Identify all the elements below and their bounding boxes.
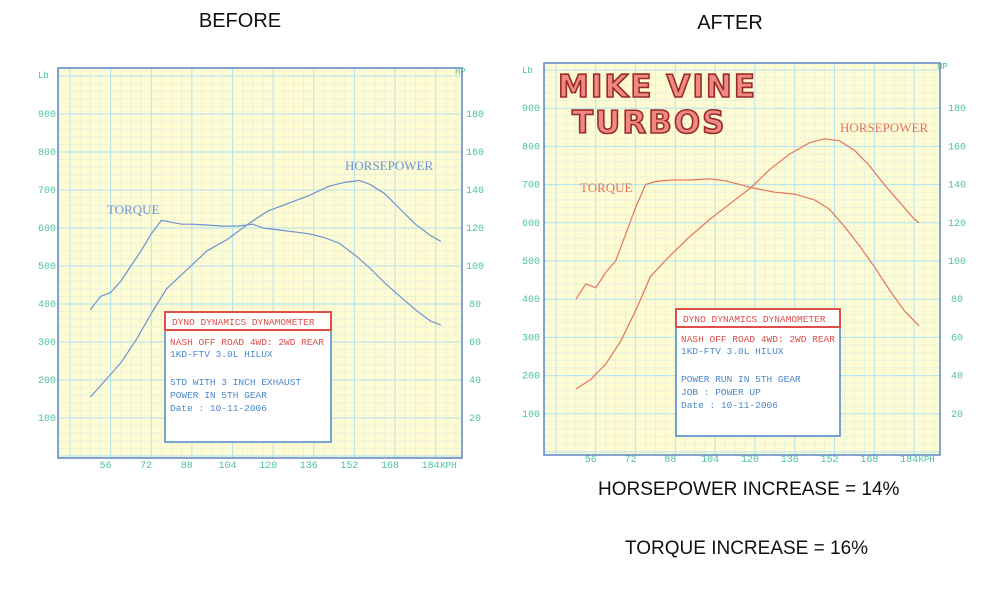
before-ytick-left: 300 [38,338,56,349]
after-ytick-left: 200 [522,372,540,383]
legend-line2: 1KD-FTV 3.0L HILUX [170,349,273,360]
before-xtick: 152 [340,461,358,472]
before-torque-curve [89,219,442,326]
after-ytick-right: 60 [951,333,963,344]
legend-line3: POWER RUN IN 5TH GEAR [681,374,801,385]
before-xtick: 184 [422,461,440,472]
legend-line2: 1KD-FTV 3.0L HILUX [681,346,784,357]
legend-frame [164,313,332,443]
logo-line-1: MIKE VINE [558,69,757,105]
before-xtick: 168 [381,461,399,472]
before-xtick: 56 [100,461,112,472]
after-ytick-right: 100 [948,257,966,268]
after-chart: Lb HP 100 200 300 400 500 600 700 800 900 20 40 60 80 1… [522,62,966,466]
before-grid [58,68,462,458]
before-xunit: KPH [440,461,456,471]
before-ytick-right: 100 [466,262,484,273]
before-horsepower-label: HORSEPOWER [345,158,433,173]
after-xtick: 72 [625,455,637,466]
before-ylabel-right: HP [455,67,466,77]
after-ytick-left: 600 [522,219,540,230]
before-xtick: 104 [218,461,236,472]
logo-line-2: TURBOS [572,105,727,141]
after-frame [543,62,941,456]
after-ytick-left: 800 [522,142,540,153]
before-ytick-right: 40 [469,376,481,387]
before-ytick-left: 600 [38,224,56,235]
after-ytick-right: 140 [948,181,966,192]
after-horsepower-curve [575,138,920,390]
legend-line3: STD WITH 3 INCH EXHAUST [170,377,301,388]
after-xtick: 104 [701,455,719,466]
after-ytick-left: 500 [522,257,540,268]
after-ytick-right: 180 [948,104,966,115]
after-legend-box: DYNO DYNAMICS DYNAMOMETER NASH OFF ROAD 4… [675,308,841,437]
legend-header: DYNO DYNAMICS DYNAMOMETER [172,317,315,328]
legend-line4: POWER IN 5TH GEAR [170,390,267,401]
after-ytick-left: 100 [522,410,540,421]
after-xtick: 56 [585,455,597,466]
after-torque-curve [575,178,920,327]
before-ytick-left: 700 [38,186,56,197]
after-ytick-right: 20 [951,410,963,421]
before-frame [57,67,463,459]
after-ytick-right: 120 [948,219,966,230]
before-ytick-right: 60 [469,338,481,349]
after-ylabel-left: Lb [522,66,533,76]
before-ytick-right: 80 [469,300,481,311]
after-xtick: 120 [741,455,759,466]
legend-line4: JOB : POWER UP [681,387,761,398]
before-ytick-left: 500 [38,262,56,273]
before-ytick-right: 120 [466,224,484,235]
after-ytick-right: 40 [951,372,963,383]
after-ytick-right: 80 [951,295,963,306]
after-xtick: 88 [664,455,676,466]
before-xtick: 88 [181,461,193,472]
before-xtick: 120 [259,461,277,472]
torque-increase-text: TORQUE INCREASE = 16% [625,538,869,559]
after-xtick: 136 [781,455,799,466]
legend-header-frame [164,311,332,331]
before-ytick-right: 20 [469,414,481,425]
legend-frame [675,310,841,437]
after-torque-label: TORQUE [580,180,633,195]
after-ytick-left: 900 [522,104,540,115]
after-ytick-left: 300 [522,333,540,344]
before-ytick-left: 100 [38,414,56,425]
before-ytick-right: 140 [466,186,484,197]
before-ylabel-left: Lb [38,71,49,81]
after-xunit: KPH [918,455,934,465]
before-torque-label: TORQUE [107,202,160,217]
hp-increase-text: HORSEPOWER INCREASE = 14% [598,479,900,500]
before-legend-box: DYNO DYNAMICS DYNAMOMETER NASH OFF ROAD 4… [164,311,332,443]
legend-line1: NASH OFF ROAD 4WD: 2WD REAR [170,337,324,348]
after-horsepower-label: HORSEPOWER [840,120,928,135]
before-chart: Lb HP 100 200 300 400 500 600 700 800 900 20 40 60 80 1… [38,67,484,472]
after-ytick-left: 700 [522,181,540,192]
legend-header-frame [675,308,841,328]
before-ytick-left: 200 [38,376,56,387]
before-ytick-right: 180 [466,110,484,121]
before-heading: BEFORE [198,10,282,32]
before-xtick: 72 [140,461,152,472]
legend-line5: Date : 10-11-2006 [170,403,267,414]
after-xtick: 184 [900,455,918,466]
after-ytick-left: 400 [522,295,540,306]
legend-line1: NASH OFF ROAD 4WD: 2WD REAR [681,334,835,345]
before-ytick-right: 160 [466,148,484,159]
legend-line5: Date : 10-11-2006 [681,400,778,411]
before-horsepower-curve [89,179,442,398]
after-ytick-right: 160 [948,142,966,153]
after-xtick: 152 [821,455,839,466]
after-heading: AFTER [697,12,763,34]
before-xtick: 136 [300,461,318,472]
legend-header: DYNO DYNAMICS DYNAMOMETER [683,314,826,325]
before-ytick-left: 800 [38,148,56,159]
before-ytick-left: 400 [38,300,56,311]
after-xtick: 168 [860,455,878,466]
after-ylabel-right: HP [937,62,948,72]
before-ytick-left: 900 [38,110,56,121]
